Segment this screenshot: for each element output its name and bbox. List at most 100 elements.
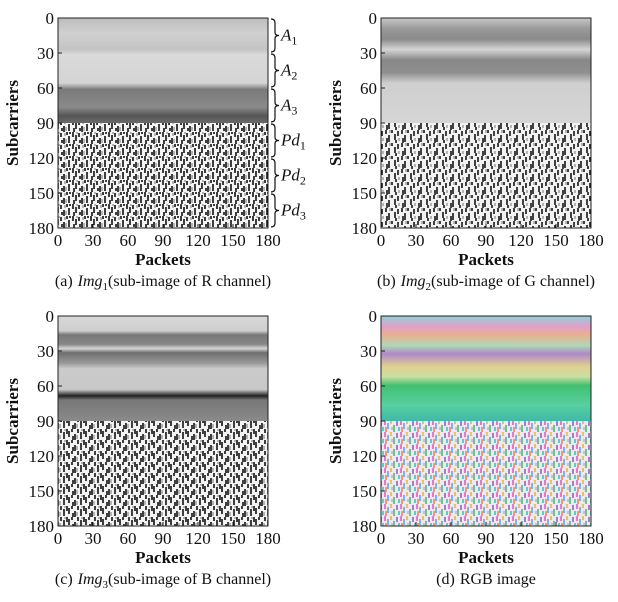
y-tick-label: 180 bbox=[352, 517, 378, 536]
y-tick-label: 90 bbox=[37, 412, 54, 431]
caption-subscript: 1 bbox=[103, 281, 109, 293]
y-axis-label: Subcarriers bbox=[326, 80, 345, 166]
x-tick-label: 150 bbox=[220, 529, 246, 548]
caption: (a) Img1(sub-image of R channel) bbox=[55, 273, 271, 293]
caption-text: RGB image bbox=[460, 571, 536, 588]
y-axis-label: Subcarriers bbox=[326, 378, 345, 464]
y-tick-label: 30 bbox=[360, 44, 377, 63]
image-bottom bbox=[58, 123, 268, 228]
x-axis-label: Packets bbox=[458, 548, 514, 567]
panel: 0 30 60 90 120 150 1800306090120150180PacketsS… bbox=[3, 9, 306, 293]
x-axis-label: Packets bbox=[135, 548, 191, 567]
x-tick-label: 180 bbox=[255, 231, 281, 250]
image-bottom bbox=[381, 123, 591, 228]
annotation-subscript: 3 bbox=[291, 104, 297, 118]
y-tick-label: 180 bbox=[29, 219, 55, 238]
x-tick-label: 120 bbox=[508, 231, 534, 250]
brace bbox=[270, 88, 280, 123]
caption-subscript: 3 bbox=[103, 579, 109, 591]
caption-label: (a) bbox=[55, 273, 73, 290]
x-tick-label: 150 bbox=[543, 231, 569, 250]
annotation-label: A bbox=[280, 61, 292, 80]
y-tick-label: 120 bbox=[29, 447, 55, 466]
y-tick-label: 180 bbox=[352, 219, 378, 238]
caption: (d) RGB image bbox=[436, 571, 536, 588]
x-tick-label: 0 bbox=[377, 231, 386, 250]
annotation: A3 bbox=[280, 96, 297, 118]
y-tick-label: 90 bbox=[37, 114, 54, 133]
x-tick-label: 60 bbox=[120, 529, 137, 548]
y-axis-label: Subcarriers bbox=[3, 80, 22, 166]
annotation-subscript: 2 bbox=[300, 174, 306, 188]
annotation-label: Pd bbox=[280, 166, 300, 185]
y-tick-label: 90 bbox=[360, 114, 377, 133]
annotation-subscript: 1 bbox=[300, 139, 306, 153]
y-axis-label: Subcarriers bbox=[3, 378, 22, 464]
image-top bbox=[58, 316, 268, 421]
caption-name: Img bbox=[400, 273, 426, 290]
x-tick-label: 90 bbox=[478, 231, 495, 250]
x-axis-label: Packets bbox=[135, 250, 191, 269]
y-tick-label: 0 bbox=[46, 9, 55, 28]
x-tick-label: 120 bbox=[508, 529, 534, 548]
x-tick-label: 180 bbox=[255, 529, 281, 548]
annotation: Pd2 bbox=[280, 166, 306, 188]
y-tick-label: 120 bbox=[352, 149, 378, 168]
caption: (b) Img2(sub-image of G channel) bbox=[377, 273, 595, 293]
y-tick-label: 150 bbox=[29, 184, 55, 203]
annotation-subscript: 2 bbox=[291, 69, 297, 83]
caption-text: (sub-image of G channel) bbox=[431, 273, 595, 290]
caption: (c) Img3(sub-image of B channel) bbox=[55, 571, 271, 591]
annotation-subscript: 1 bbox=[291, 34, 297, 48]
x-tick-label: 180 bbox=[578, 231, 604, 250]
image-bottom bbox=[381, 421, 591, 526]
x-tick-label: 0 bbox=[54, 231, 63, 250]
x-tick-label: 150 bbox=[220, 231, 246, 250]
x-tick-label: 30 bbox=[408, 529, 425, 548]
caption-text: (sub-image of R channel) bbox=[108, 273, 271, 290]
x-tick-label: 0 bbox=[377, 529, 386, 548]
y-tick-label: 30 bbox=[360, 342, 377, 361]
annotation-label: A bbox=[280, 26, 292, 45]
caption-name: Img bbox=[77, 273, 103, 290]
y-tick-label: 60 bbox=[360, 79, 377, 98]
brace bbox=[270, 123, 280, 158]
panel: 0 30 60 90 120 150 1800306090120150180PacketsS… bbox=[326, 307, 604, 588]
annotation-label: A bbox=[280, 96, 292, 115]
x-tick-label: 0 bbox=[54, 529, 63, 548]
panel: 0 30 60 90 120 150 1800306090120150180PacketsS… bbox=[326, 9, 604, 293]
caption-label: (c) bbox=[55, 571, 73, 588]
y-tick-label: 180 bbox=[29, 517, 55, 536]
y-tick-label: 150 bbox=[29, 482, 55, 501]
y-tick-label: 60 bbox=[37, 377, 54, 396]
image-top bbox=[381, 18, 591, 123]
caption-subscript: 2 bbox=[426, 281, 432, 293]
annotation-subscript: 3 bbox=[300, 209, 306, 223]
x-tick-label: 180 bbox=[578, 529, 604, 548]
brace bbox=[270, 193, 280, 228]
x-tick-label: 30 bbox=[85, 529, 102, 548]
y-tick-label: 150 bbox=[352, 184, 378, 203]
x-tick-label: 30 bbox=[85, 231, 102, 250]
x-tick-label: 60 bbox=[120, 231, 137, 250]
y-tick-label: 30 bbox=[37, 342, 54, 361]
image-top bbox=[58, 18, 268, 123]
caption-name: Img bbox=[77, 571, 103, 588]
annotation: A2 bbox=[280, 61, 297, 83]
caption-label: (d) bbox=[436, 571, 455, 588]
x-tick-label: 30 bbox=[408, 231, 425, 250]
y-tick-label: 0 bbox=[46, 307, 55, 326]
y-tick-label: 60 bbox=[360, 377, 377, 396]
annotation: A1 bbox=[280, 26, 297, 48]
image-bottom bbox=[58, 421, 268, 526]
annotation-label: Pd bbox=[280, 201, 300, 220]
x-axis-label: Packets bbox=[458, 250, 514, 269]
x-tick-label: 60 bbox=[443, 231, 460, 250]
y-tick-label: 120 bbox=[352, 447, 378, 466]
y-tick-label: 90 bbox=[360, 412, 377, 431]
x-tick-label: 120 bbox=[185, 231, 211, 250]
y-tick-label: 120 bbox=[29, 149, 55, 168]
x-tick-label: 120 bbox=[185, 529, 211, 548]
y-tick-label: 60 bbox=[37, 79, 54, 98]
